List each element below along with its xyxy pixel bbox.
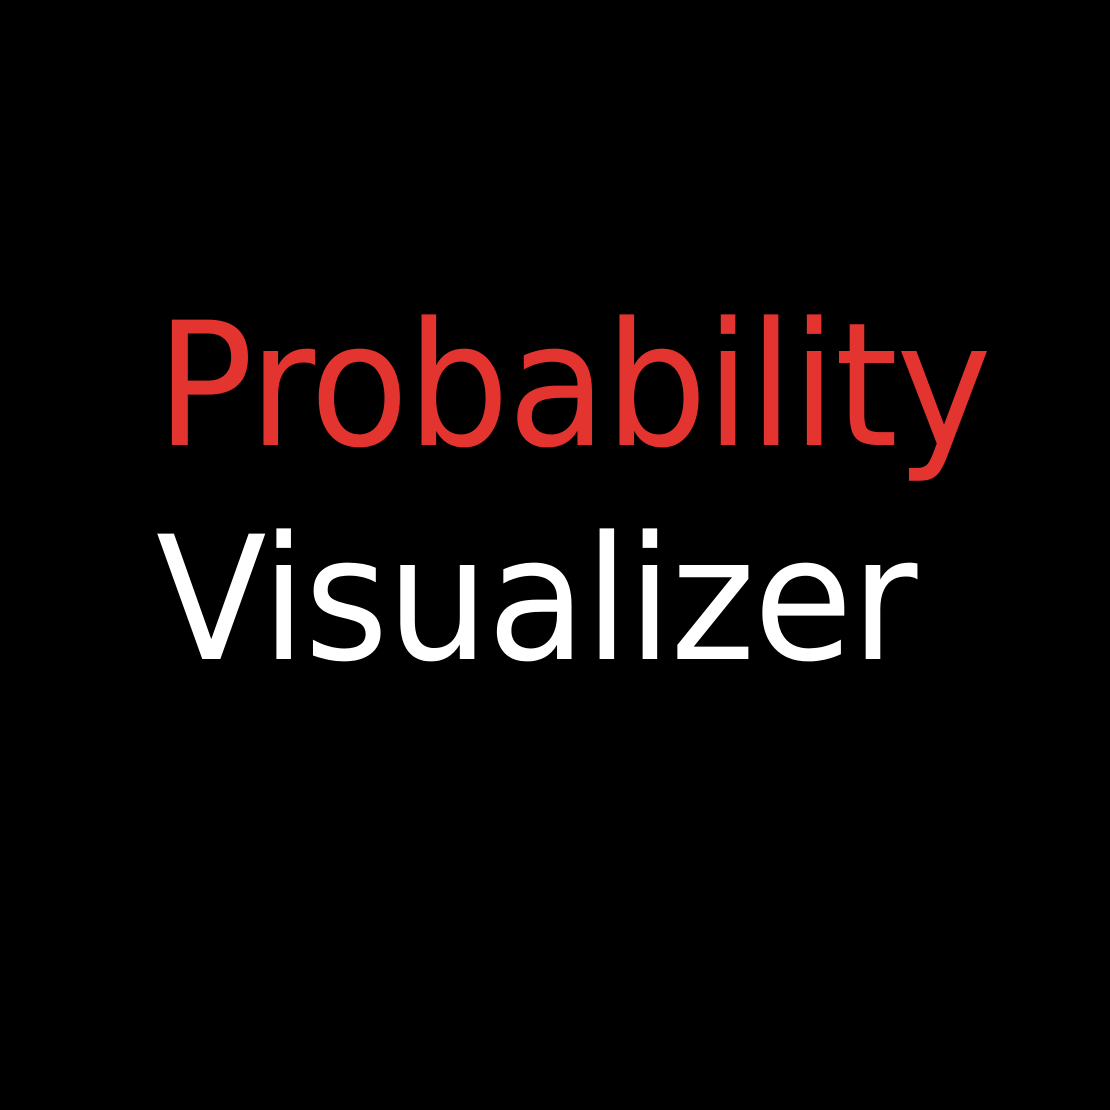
title-line-visualizer: Visualizer <box>156 499 917 700</box>
title-line-probability: Probability <box>156 285 992 486</box>
title-block: Probability Visualizer <box>156 300 1056 686</box>
